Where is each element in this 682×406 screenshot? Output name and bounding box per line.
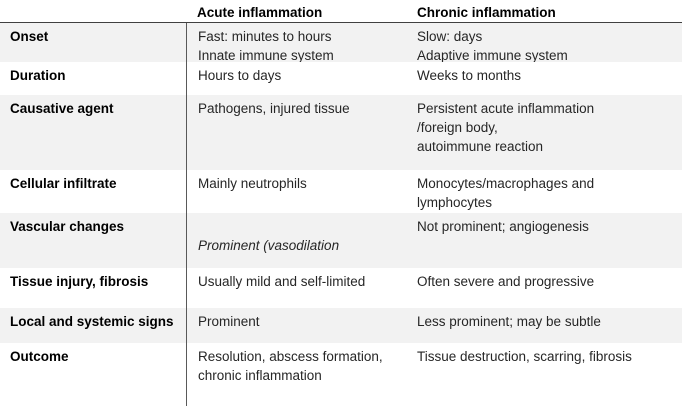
- row-label-local-systemic-signs: Local and systemic signs: [10, 314, 174, 329]
- table-row-local-systemic-signs: Local and systemic signs Prominent Less …: [0, 308, 682, 343]
- outcome-acute-cell: Resolution, abscess formation, chronic i…: [186, 343, 413, 406]
- row-label-vascular-changes: Vascular changes: [10, 219, 125, 234]
- cellular-acute-cell: Mainly neutrophils: [186, 170, 413, 213]
- table-row-causative-agent: Causative agent Pathogens, injured tissu…: [0, 95, 682, 170]
- table-row-tissue-injury-fibrosis: Tissue injury, fibrosis Usually mild and…: [0, 268, 682, 308]
- tissue-chronic-cell: Often severe and progressive: [417, 274, 595, 289]
- onset-acute-cell: Fast: minutes to hours Innate immune sys…: [186, 23, 413, 62]
- row-label-outcome: Outcome: [10, 349, 69, 364]
- causative-acute-cell: Pathogens, injured tissue: [186, 95, 413, 170]
- onset-chronic-cell: Slow: days Adaptive immune system: [417, 29, 568, 62]
- outcome-chronic-cell: Tissue destruction, scarring, fibrosis: [417, 349, 632, 364]
- header-empty-cell: [0, 0, 186, 22]
- cellular-chronic-cell: Monocytes/macrophages and lymphocytes: [417, 176, 595, 210]
- header-chronic-inflammation: Chronic inflammation: [417, 5, 556, 20]
- causative-chronic-cell: Persistent acute inflammation /foreign b…: [417, 101, 595, 154]
- table-row-duration: Duration Hours to days Weeks to months: [0, 62, 682, 95]
- header-acute-inflammation: Acute inflammation: [197, 5, 323, 20]
- duration-acute-cell: Hours to days: [186, 62, 413, 95]
- duration-chronic-cell: Weeks to months: [417, 68, 522, 83]
- table-row-onset: Onset Fast: minutes to hours Innate immu…: [0, 23, 682, 62]
- tissue-acute-cell: Usually mild and self-limited: [186, 268, 413, 308]
- row-label-causative-agent: Causative agent: [10, 101, 114, 116]
- table-row-cellular-infiltrate: Cellular infiltrate Mainly neutrophils M…: [0, 170, 682, 213]
- vascular-acute-italic-line: Prominent (vasodilation: [198, 238, 340, 253]
- local-acute-cell: Prominent: [186, 308, 413, 343]
- local-chronic-cell: Less prominent; may be subtle: [417, 314, 601, 329]
- row-label-onset: Onset: [10, 29, 49, 44]
- table-header-row: Acute inflammation Chronic inflammation: [0, 0, 682, 23]
- table-row-outcome: Outcome Resolution, abscess formation, c…: [0, 343, 682, 406]
- row-label-cellular-infiltrate: Cellular infiltrate: [10, 176, 117, 191]
- row-label-duration: Duration: [10, 68, 66, 83]
- table-row-vascular-changes: Vascular changes Prominent (vasodilation…: [0, 213, 682, 268]
- vascular-acute-cell: Prominent (vasodilation increase permeab…: [186, 213, 413, 268]
- vascular-chronic-cell: Not prominent; angiogenesis: [417, 219, 589, 234]
- row-label-tissue-injury-fibrosis: Tissue injury, fibrosis: [10, 274, 149, 289]
